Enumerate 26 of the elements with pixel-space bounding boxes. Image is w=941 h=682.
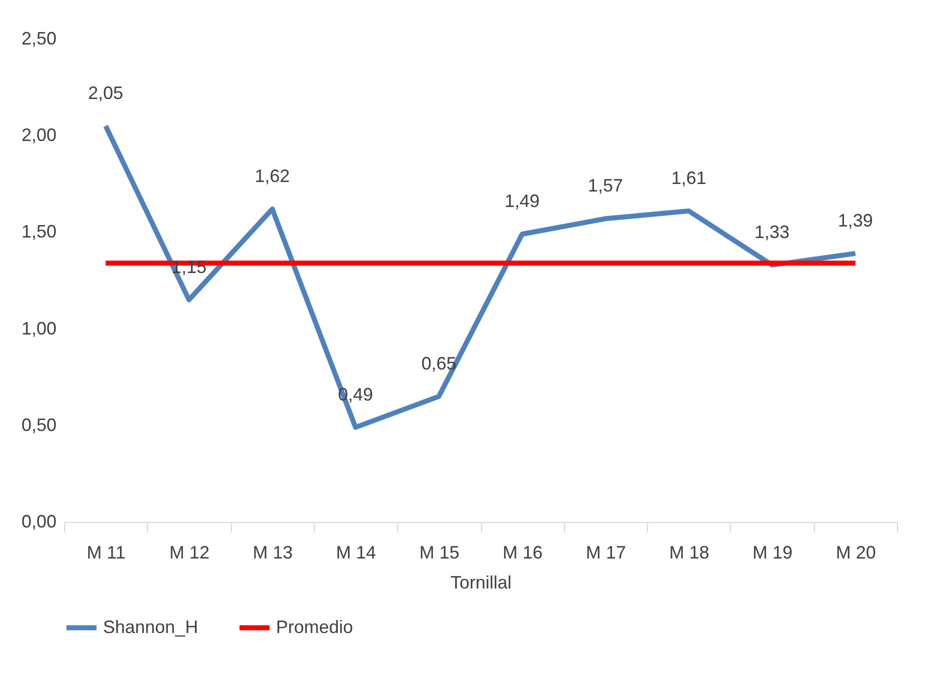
data-label: 2,05 — [88, 82, 124, 103]
data-label: 1,61 — [671, 168, 706, 188]
x-tick-label: M 12 — [169, 542, 210, 562]
x-tick-label: M 17 — [586, 542, 626, 562]
y-tick-label: 1,50 — [21, 222, 56, 242]
data-label: 1,49 — [504, 191, 540, 212]
data-label: 1,57 — [588, 176, 623, 196]
x-tick-label: M 16 — [502, 542, 543, 562]
x-tick-label: M 13 — [252, 542, 293, 562]
data-label: 1,62 — [254, 166, 290, 186]
x-tick-label: M 19 — [752, 542, 793, 562]
x-tick-label: M 14 — [336, 542, 376, 562]
y-tick-label: 1,00 — [21, 318, 56, 338]
x-tick-label: M 18 — [669, 542, 710, 562]
x-tick-label: M 20 — [836, 542, 876, 562]
y-tick-label: 2,00 — [21, 125, 56, 146]
data-label: 1,39 — [838, 210, 873, 230]
legend-label: Shannon_H — [103, 616, 198, 637]
y-tick-label: 2,50 — [21, 28, 56, 48]
legend-label: Promedio — [276, 616, 354, 637]
x-tick-label: M 15 — [419, 542, 460, 562]
x-axis-title: Tornillal — [450, 572, 512, 592]
data-label: 1,33 — [754, 222, 790, 242]
x-tick-label: M 11 — [86, 542, 126, 562]
y-tick-label: 0,50 — [21, 414, 56, 435]
y-tick-label: 0,00 — [21, 512, 56, 532]
